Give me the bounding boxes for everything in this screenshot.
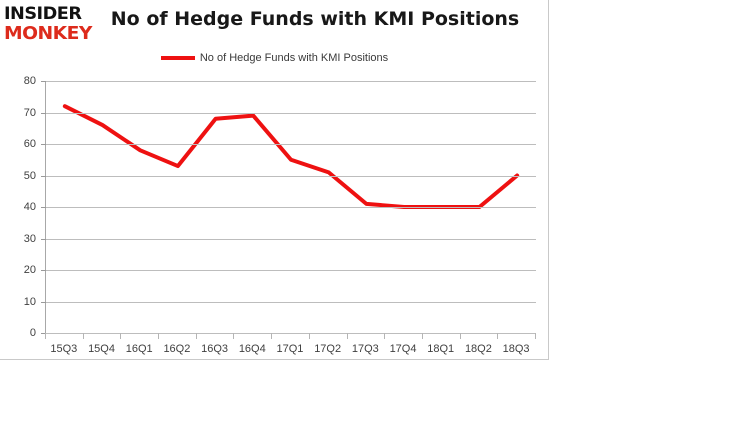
gridline <box>46 238 536 240</box>
y-axis-tick-mark <box>41 270 46 271</box>
y-axis-tick-label: 30 <box>23 232 36 245</box>
gridline <box>46 175 536 177</box>
plot-area <box>41 81 536 334</box>
y-axis: 80 70 60 50 40 30 20 10 0 <box>0 72 40 339</box>
y-axis-tick-mark <box>41 301 46 303</box>
gridline <box>46 207 536 208</box>
y-axis-tick-mark <box>41 144 46 145</box>
y-axis-tick-mark <box>41 238 46 240</box>
x-axis-tick-mark <box>308 333 310 339</box>
y-axis-tick-mark <box>41 81 46 82</box>
gridline <box>46 301 536 303</box>
y-axis-tick-mark <box>41 207 46 208</box>
x-axis-tick-label: 16Q3 <box>201 343 229 355</box>
chart-title: No of Hedge Funds with KMI Positions <box>110 8 520 30</box>
gridline <box>46 112 536 114</box>
x-axis-tick-label: 16Q1 <box>125 343 153 355</box>
y-axis-tick-mark <box>41 175 46 177</box>
series-polyline <box>62 104 520 209</box>
x-axis-tick-mark <box>421 333 423 339</box>
x-axis-tick-label: 17Q4 <box>389 343 417 355</box>
y-axis-tick-label: 60 <box>23 138 36 150</box>
x-axis-tick-label: 17Q2 <box>314 343 342 355</box>
y-axis-tick-label: 20 <box>23 264 36 276</box>
y-axis-tick-mark <box>41 333 46 334</box>
x-axis-tick-label: 18Q1 <box>427 343 455 355</box>
legend-color-swatch <box>160 56 195 60</box>
legend-entry-label: No of Hedge Funds with KMI Positions <box>199 52 389 64</box>
x-axis-tick-label: 18Q2 <box>464 343 492 355</box>
x-axis: 15Q3 15Q4 16Q1 16Q2 16Q3 16Q4 17Q1 17Q2 17Q3 17Q4… <box>45 338 535 360</box>
x-axis-tick-mark <box>120 333 122 339</box>
chart-header: INSIDER MONKEY No of Hedge Funds with KM… <box>0 0 549 46</box>
gridline <box>46 81 536 82</box>
x-axis-tick-mark <box>45 333 46 339</box>
logo-text-monkey: MONKEY <box>4 23 92 44</box>
x-axis-tick-label: 18Q3 <box>502 343 530 355</box>
gridline <box>46 270 536 271</box>
x-axis-tick-mark <box>158 333 160 339</box>
x-axis-tick-mark <box>535 333 536 339</box>
y-axis-tick-label: 50 <box>23 169 36 182</box>
x-axis-tick-mark <box>346 333 348 339</box>
x-axis-tick-mark <box>271 333 273 339</box>
x-axis-tick-mark <box>384 333 386 339</box>
x-axis-tick-label: 15Q3 <box>50 343 78 355</box>
x-axis-tick-label: 16Q2 <box>163 343 191 355</box>
x-axis-tick-mark <box>459 333 461 339</box>
y-axis-tick-label: 10 <box>23 295 36 308</box>
y-axis-tick-label: 70 <box>23 106 36 119</box>
y-axis-tick-label: 0 <box>29 327 36 339</box>
chart-legend: No of Hedge Funds with KMI Positions <box>0 52 549 64</box>
logo-text-insider: INSIDER <box>4 4 82 24</box>
x-axis-tick-label: 15Q4 <box>88 343 115 355</box>
x-axis-tick-mark <box>233 333 235 339</box>
y-axis-tick-label: 40 <box>23 201 36 213</box>
y-axis-tick-label: 80 <box>23 75 36 87</box>
gridline <box>46 144 536 145</box>
x-axis-tick-mark <box>497 333 499 339</box>
x-axis-tick-label: 16Q4 <box>238 343 266 355</box>
insider-monkey-logo: INSIDER MONKEY <box>4 6 96 48</box>
x-axis-tick-label: 17Q1 <box>276 343 304 355</box>
x-axis-tick-mark <box>82 333 84 339</box>
x-axis-tick-label: 17Q3 <box>351 343 379 355</box>
chart-container: INSIDER MONKEY No of Hedge Funds with KM… <box>0 0 549 360</box>
x-axis-tick-mark <box>195 333 197 339</box>
gridline <box>46 333 536 334</box>
y-axis-tick-mark <box>41 112 46 114</box>
plot-wrapper: 80 70 60 50 40 30 20 10 0 15Q3 15Q4 16Q1 16Q2 16Q3 16… <box>0 72 549 360</box>
